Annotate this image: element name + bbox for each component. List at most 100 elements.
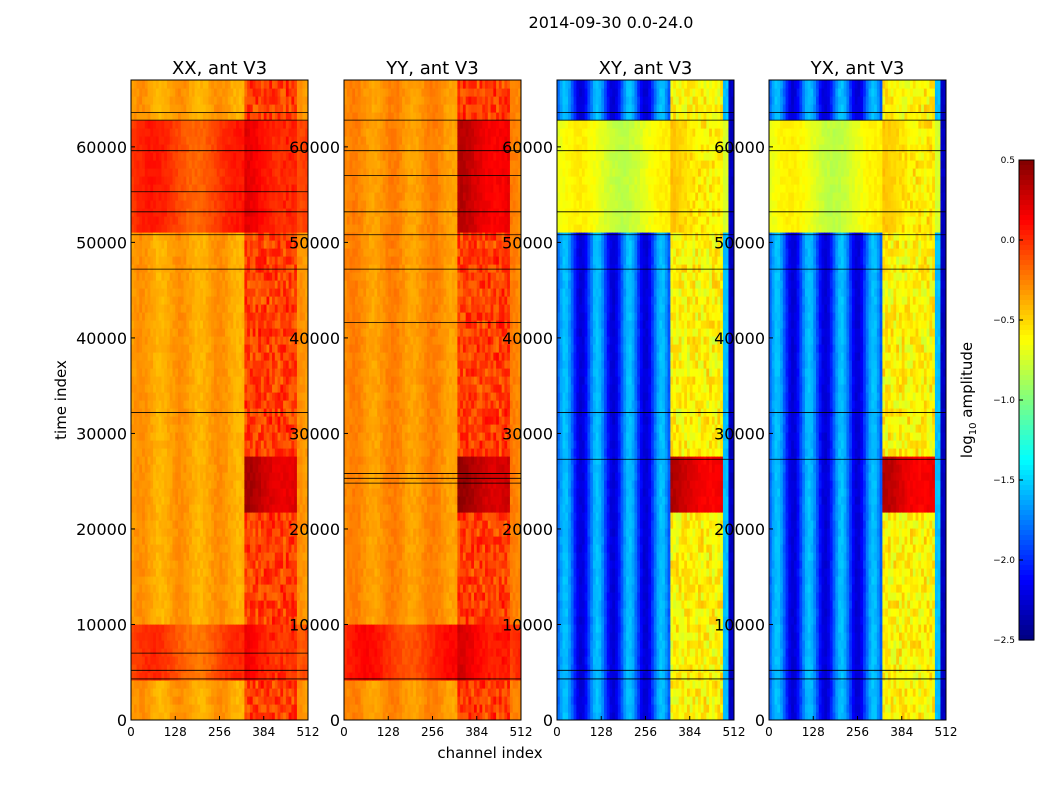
heatmap-cell	[183, 480, 187, 489]
heatmap-cell	[241, 256, 245, 265]
heatmap-cell	[147, 400, 151, 409]
heatmap-cell	[144, 336, 149, 345]
heatmap-cell	[236, 640, 240, 649]
heatmap-cell	[247, 624, 251, 633]
heatmap-cell	[299, 224, 304, 233]
heatmap-cell	[202, 240, 207, 249]
heatmap-cell	[225, 80, 229, 89]
heatmap-cell	[202, 608, 207, 617]
heatmap-cell	[169, 264, 174, 273]
heatmap-cell	[189, 552, 193, 561]
heatmap-cell	[158, 432, 163, 441]
heatmap-cell	[191, 184, 196, 193]
heatmap-cell	[283, 256, 287, 265]
heatmap-cell	[150, 688, 154, 697]
heatmap-cell	[288, 240, 293, 249]
heatmap-cell	[133, 432, 138, 441]
heatmap-cell	[178, 528, 182, 537]
heatmap-cell	[169, 96, 174, 105]
heatmap-cell	[225, 280, 229, 289]
heatmap-cell	[202, 624, 207, 633]
heatmap-cell	[266, 640, 270, 649]
heatmap-cell	[236, 216, 240, 225]
heatmap-cell	[283, 384, 287, 393]
heatmap-cell	[225, 704, 229, 713]
heatmap-cell	[183, 376, 187, 385]
heatmap-cell	[164, 664, 168, 673]
heatmap-cell	[241, 488, 245, 497]
heatmap-cell	[194, 480, 198, 489]
heatmap-cell	[189, 608, 193, 617]
heatmap-cell	[244, 160, 248, 169]
heatmap-cell	[197, 552, 201, 561]
heatmap-cell	[136, 280, 140, 289]
heatmap-cell	[258, 232, 262, 241]
heatmap-cell	[236, 112, 240, 121]
heatmap-cell	[263, 120, 268, 129]
heatmap-cell	[258, 280, 262, 289]
heatmap-cell	[180, 448, 185, 457]
heatmap-cell	[272, 576, 276, 585]
heatmap-cell	[155, 648, 160, 657]
heatmap-cell	[175, 696, 179, 705]
heatmap-cell	[266, 400, 270, 409]
heatmap-cell	[180, 96, 185, 105]
heatmap-cell	[200, 384, 204, 393]
heatmap-cell	[285, 552, 290, 561]
heatmap-cell	[216, 512, 221, 521]
heatmap-cell	[194, 536, 198, 545]
heatmap-cell	[139, 608, 143, 617]
heatmap-cell	[200, 504, 204, 513]
heatmap-cell	[200, 696, 204, 705]
heatmap-cell	[131, 664, 135, 673]
heatmap-cell	[200, 592, 204, 601]
heatmap-cell	[189, 320, 193, 329]
heatmap-cell	[277, 288, 281, 297]
heatmap-cell	[147, 600, 151, 609]
heatmap-cell	[178, 496, 182, 505]
heatmap-cell	[285, 560, 290, 569]
heatmap-cell	[142, 240, 146, 249]
heatmap-cell	[133, 576, 138, 585]
heatmap-cell	[252, 288, 257, 297]
heatmap-cell	[213, 632, 218, 641]
heatmap-cell	[258, 272, 262, 281]
heatmap-cell	[258, 536, 262, 545]
heatmap-cell	[274, 152, 279, 161]
heatmap-cell	[272, 176, 276, 185]
heatmap-cell	[161, 200, 165, 209]
heatmap-cell	[241, 400, 245, 409]
heatmap-cell	[208, 264, 212, 273]
heatmap-cell	[180, 336, 185, 345]
heatmap-cell	[205, 640, 210, 649]
heatmap-cell	[225, 456, 229, 465]
heatmap-cell	[144, 512, 149, 521]
heatmap-cell	[227, 288, 232, 297]
heatmap-cell	[213, 400, 218, 409]
heatmap-cell	[213, 504, 218, 513]
heatmap-cell	[175, 160, 179, 169]
heatmap-cell	[249, 584, 254, 593]
heatmap-cell	[299, 536, 304, 545]
heatmap-cell	[302, 608, 306, 617]
heatmap-cell	[208, 240, 212, 249]
heatmap-cell	[302, 640, 306, 649]
heatmap-cell	[200, 496, 204, 505]
heatmap-cell	[225, 472, 229, 481]
heatmap-cell	[208, 568, 212, 577]
heatmap-cell	[142, 224, 146, 233]
heatmap-cell	[285, 472, 290, 481]
heatmap-cell	[142, 496, 146, 505]
heatmap-cell	[183, 192, 187, 201]
heatmap-cell	[139, 120, 143, 129]
heatmap-cell	[219, 336, 223, 345]
heatmap-cell	[230, 160, 234, 169]
heatmap-cell	[172, 648, 176, 657]
heatmap-cell	[202, 584, 207, 593]
heatmap-cell	[164, 144, 168, 153]
heatmap-cell	[233, 80, 237, 89]
heatmap-cell	[189, 576, 193, 585]
heatmap-cell	[166, 112, 171, 121]
heatmap-cell	[260, 696, 265, 705]
heatmap-cell	[299, 296, 304, 305]
